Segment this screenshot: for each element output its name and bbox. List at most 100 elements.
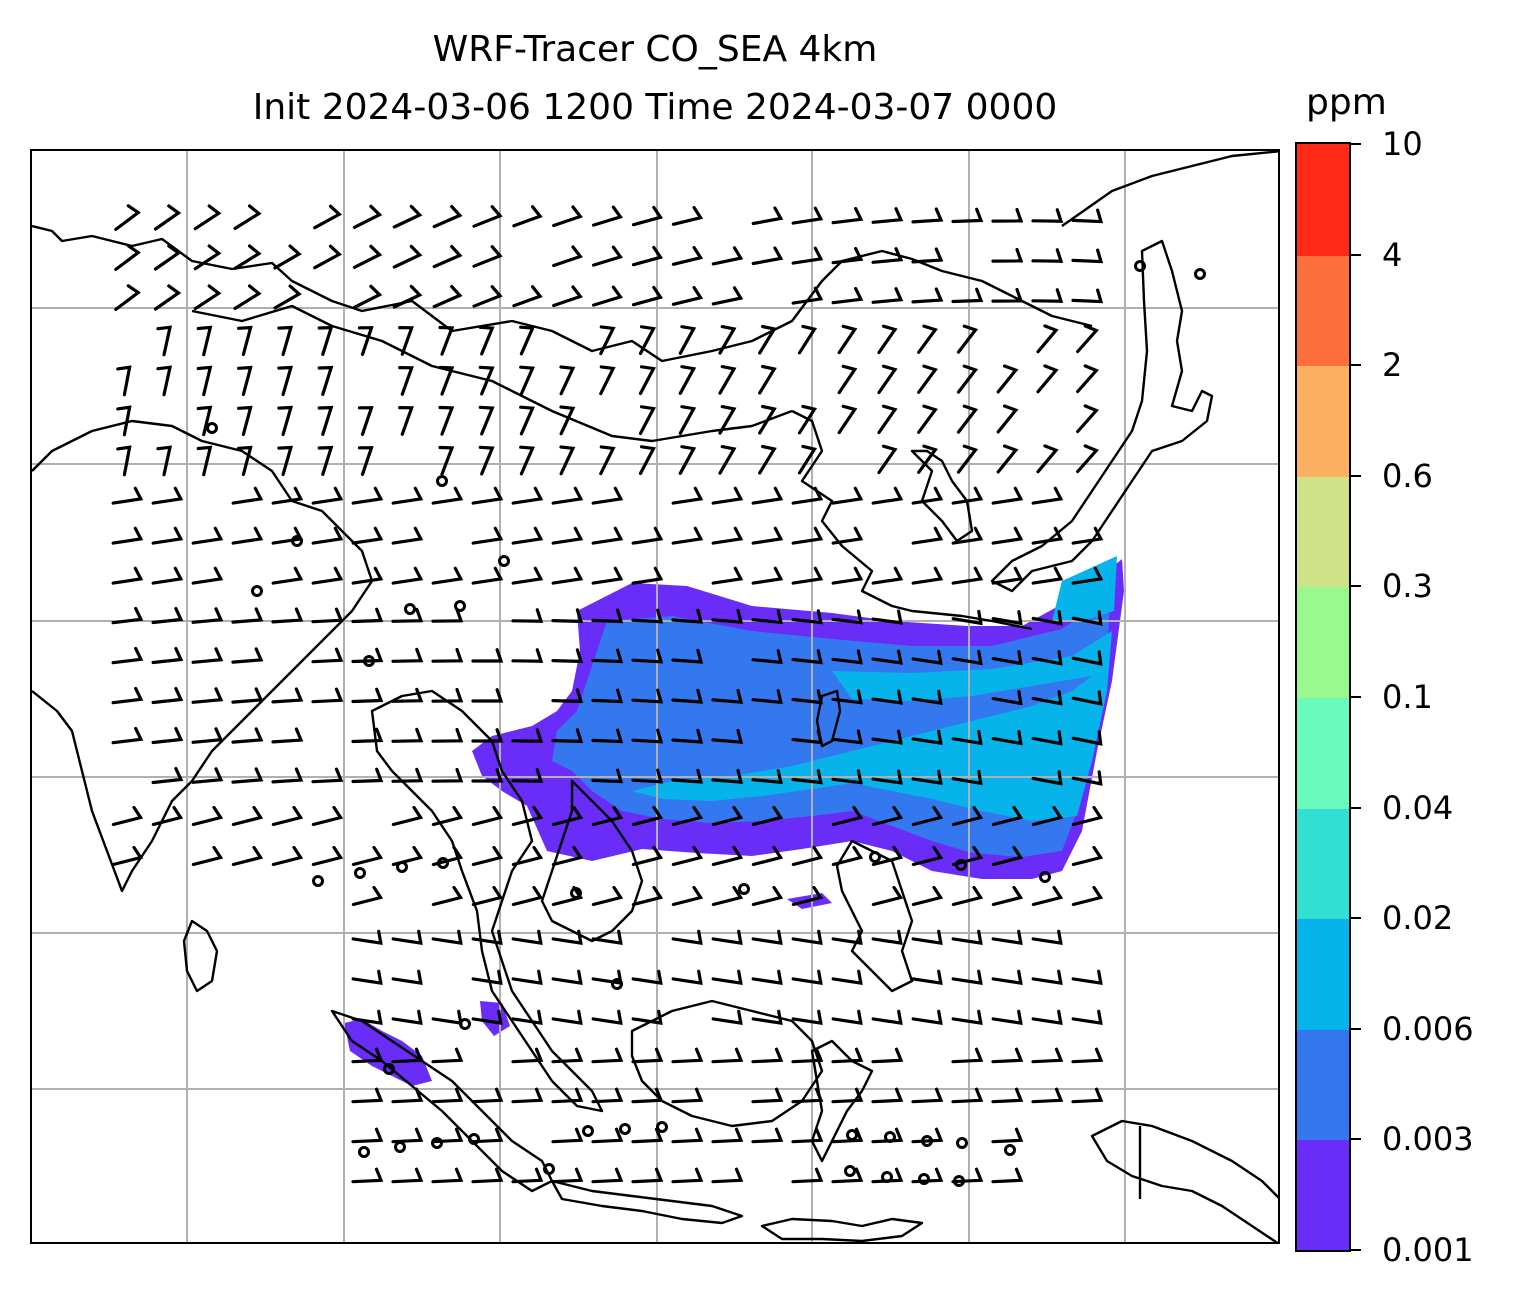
wind-barb bbox=[751, 246, 784, 266]
wind-barb bbox=[911, 287, 944, 304]
wind-barb bbox=[1031, 208, 1064, 223]
wind-barb bbox=[352, 204, 383, 229]
wind-barb bbox=[351, 929, 383, 946]
calm-wind-circle bbox=[1039, 871, 1051, 883]
wind-barb bbox=[1071, 526, 1104, 545]
wind-barb bbox=[277, 445, 294, 477]
calm-wind-circle bbox=[468, 1133, 480, 1145]
wind-barb bbox=[991, 1167, 1024, 1184]
wind-barb bbox=[718, 325, 737, 355]
wind-barb bbox=[711, 969, 743, 986]
wind-barb bbox=[871, 247, 904, 264]
wind-barb bbox=[471, 805, 504, 827]
calm-wind-circle bbox=[498, 555, 510, 567]
wind-barb bbox=[751, 1127, 784, 1144]
wind-barb bbox=[671, 1047, 704, 1064]
wind-barb bbox=[351, 486, 384, 505]
wind-barb bbox=[478, 445, 495, 476]
coastline-japan bbox=[990, 239, 1214, 593]
calm-wind-circle bbox=[206, 422, 218, 434]
wind-barb bbox=[1031, 288, 1064, 303]
wind-barb bbox=[191, 845, 224, 867]
wind-barb bbox=[991, 486, 1024, 505]
wind-barb bbox=[1031, 885, 1064, 907]
wind-barb bbox=[1036, 364, 1059, 394]
wind-barb bbox=[114, 244, 141, 271]
wind-barb bbox=[671, 608, 704, 624]
wind-barb bbox=[591, 566, 624, 585]
coastline-java bbox=[550, 1179, 744, 1225]
wind-barb bbox=[711, 246, 744, 266]
wind-barb bbox=[991, 287, 1024, 303]
wind-barb bbox=[551, 688, 584, 704]
wind-barb bbox=[638, 445, 656, 475]
wind-barb bbox=[391, 1009, 423, 1026]
wind-barb bbox=[591, 526, 624, 545]
wind-barb bbox=[671, 969, 703, 986]
wind-barb bbox=[317, 445, 334, 476]
wind-barb bbox=[718, 445, 737, 475]
wind-barb bbox=[231, 805, 264, 827]
wind-barb bbox=[1031, 650, 1063, 666]
wind-barb bbox=[831, 689, 863, 705]
colorbar-tick-label: 2 bbox=[1382, 346, 1403, 385]
wind-barb bbox=[671, 286, 704, 306]
wind-barb bbox=[511, 1167, 544, 1184]
wind-barb bbox=[951, 566, 984, 585]
wind-barb bbox=[951, 1047, 984, 1064]
wind-barb bbox=[471, 648, 504, 663]
wind-barb bbox=[631, 1167, 664, 1184]
wind-barb bbox=[591, 768, 624, 784]
calm-wind-circle bbox=[955, 859, 967, 871]
wind-barb bbox=[631, 285, 664, 307]
wind-barb bbox=[478, 405, 495, 436]
wind-barb bbox=[751, 969, 783, 986]
colorbar-tick-label: 0.04 bbox=[1382, 788, 1454, 827]
wind-barb bbox=[351, 566, 384, 585]
colorbar-tick-label: 0.001 bbox=[1382, 1231, 1474, 1269]
wind-barb bbox=[519, 325, 535, 356]
wind-barb bbox=[352, 244, 383, 269]
wind-barb bbox=[591, 1127, 624, 1144]
wind-barb bbox=[871, 649, 903, 665]
wind-barb bbox=[678, 365, 697, 395]
wind-barb bbox=[471, 885, 504, 907]
wind-barb bbox=[791, 286, 824, 305]
wind-barb bbox=[1031, 1047, 1064, 1064]
wind-barb bbox=[631, 526, 664, 545]
wind-barb bbox=[951, 486, 984, 505]
wind-barb bbox=[871, 287, 904, 304]
colorbar-tick-mark bbox=[1351, 474, 1361, 477]
wind-barb bbox=[871, 769, 903, 785]
wind-barb bbox=[911, 649, 943, 666]
wind-barb bbox=[391, 805, 424, 827]
wind-barb bbox=[791, 649, 823, 665]
wind-barb bbox=[671, 1127, 704, 1144]
wind-barb bbox=[551, 566, 584, 585]
wind-barb bbox=[271, 486, 304, 505]
calm-wind-circle bbox=[582, 1125, 594, 1137]
wind-barb bbox=[751, 805, 784, 827]
wind-barb bbox=[831, 486, 864, 505]
wind-barb bbox=[151, 727, 184, 745]
wind-barb bbox=[111, 606, 144, 625]
wind-barb bbox=[471, 845, 504, 867]
wind-barb bbox=[431, 647, 464, 663]
calm-wind-circle bbox=[1134, 260, 1146, 272]
wind-barb bbox=[191, 727, 224, 744]
wind-barb bbox=[831, 566, 864, 585]
wind-barb bbox=[991, 566, 1024, 585]
wind-barb bbox=[911, 566, 944, 585]
wind-barb bbox=[311, 767, 344, 784]
coastlines bbox=[32, 151, 1278, 1242]
wind-barb bbox=[678, 325, 697, 355]
wind-barb bbox=[391, 1087, 424, 1104]
wind-barb bbox=[791, 566, 824, 585]
wind-barb bbox=[472, 245, 503, 268]
calm-wind-circle bbox=[354, 867, 366, 879]
wind-barb bbox=[1071, 730, 1103, 746]
wind-barb bbox=[1071, 1009, 1103, 1026]
wind-barb bbox=[431, 687, 464, 703]
wind-barb bbox=[111, 646, 144, 665]
wind-barb bbox=[631, 648, 664, 664]
